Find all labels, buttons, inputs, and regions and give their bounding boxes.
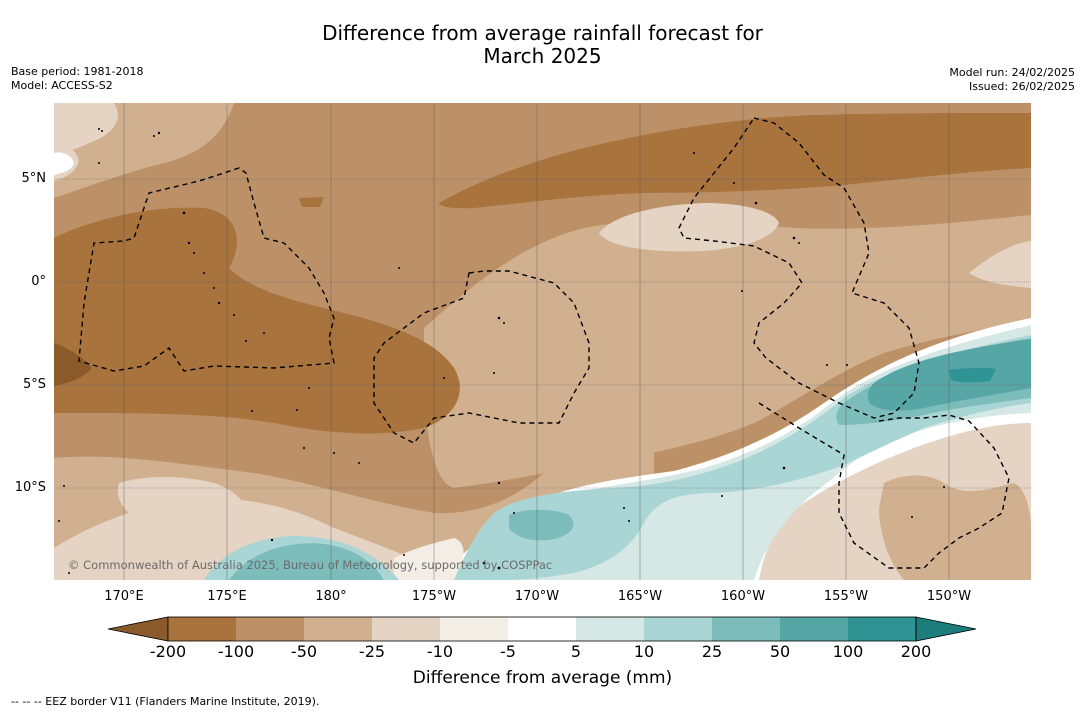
anomaly-band-dark-ne — [439, 113, 1031, 209]
lon-label-170w: 170°W — [514, 589, 560, 604]
graticule-lines — [54, 103, 1031, 580]
lat-label-10s: 10°S — [14, 480, 46, 495]
colorbar-swatch-neutral — [508, 617, 576, 641]
eez-border-tokelau — [373, 270, 590, 444]
colorbar-tick-label: -25 — [358, 642, 386, 661]
lon-label-175e: 175°E — [207, 589, 247, 604]
lon-label-155w: 155°W — [823, 589, 869, 604]
colorbar-swatch--10 — [440, 617, 508, 641]
colorbar-swatch-25 — [712, 617, 780, 641]
colorbar-tick-label: 25 — [701, 642, 723, 661]
colorbar-tick-label: 10 — [633, 642, 655, 661]
lat-label-0: 0° — [31, 274, 46, 289]
colorbar-tick-label: 5 — [570, 642, 582, 661]
lon-label-160w: 160°W — [720, 589, 766, 604]
anomaly-patch-teal-darkest — [949, 367, 996, 383]
colorbar-swatch-100 — [848, 617, 916, 641]
anomaly-band-dark-west — [54, 207, 460, 434]
anomaly-patch-teal-medium-south — [509, 509, 574, 541]
title-line-1: Difference from average rainfall forecas… — [322, 21, 763, 45]
colorbar-tick-label: 50 — [769, 642, 791, 661]
colorbar-swatch-10 — [644, 617, 712, 641]
anomaly-band-pale-south — [117, 477, 246, 534]
anomaly-patch-brown-se — [879, 475, 1031, 580]
island-outlines — [58, 128, 945, 574]
eez-border-kiribati-gilbert — [78, 167, 335, 372]
colorbar-tick-label: -100 — [217, 642, 255, 661]
colorbar-swatch--50 — [304, 617, 372, 641]
colorbar-swatch--100 — [236, 617, 304, 641]
copyright-text: © Commonwealth of Australia 2025, Bureau… — [68, 558, 552, 572]
colorbar-swatch--25 — [372, 617, 440, 641]
colorbar-extend-low — [107, 616, 169, 642]
lon-label-170e: 170°E — [104, 589, 144, 604]
anomaly-patch-pale-ne — [599, 203, 779, 252]
lon-label-175w: 175°W — [411, 589, 457, 604]
anomaly-band-light-central — [424, 215, 1031, 488]
lat-label-5n: 5°N — [21, 171, 47, 186]
eez-footnote: -- -- -- EEZ border V11 (Flanders Marine… — [11, 695, 320, 708]
colorbar-tick-label: -200 — [149, 642, 187, 661]
colorbar-swatch-50 — [780, 617, 848, 641]
anomaly-band-teal-dark — [867, 339, 1031, 411]
title-line-2: March 2025 — [483, 44, 602, 68]
lon-label-150w: 150°W — [926, 589, 972, 604]
anomaly-patch-white-west — [54, 152, 74, 175]
colorbar-title: Difference from average (mm) — [412, 668, 673, 688]
anomaly-band-pale-nw — [54, 103, 118, 158]
model-info: Base period: 1981-2018 Model: ACCESS-S2 — [11, 65, 143, 93]
map-title: Difference from average rainfall forecas… — [0, 22, 1085, 68]
model-name-text: Model: ACCESS-S2 — [11, 79, 113, 92]
colorbar-tick-label: 100 — [832, 642, 864, 661]
rainfall-anomaly-map: © Commonwealth of Australia 2025, Bureau… — [54, 103, 1031, 580]
lat-label-5s: 5°S — [22, 377, 46, 392]
lon-label-180: 180° — [315, 589, 347, 604]
anomaly-patch-dark-small — [299, 197, 324, 207]
colorbar-legend — [107, 615, 978, 643]
colorbar-tick-label: -50 — [290, 642, 318, 661]
eez-borders — [78, 117, 1010, 569]
colorbar-extend-high — [915, 616, 977, 642]
colorbar-swatch-5 — [576, 617, 644, 641]
colorbar-tick-label: -5 — [500, 642, 516, 661]
base-period-text: Base period: 1981-2018 — [11, 65, 144, 78]
anomaly-band-very-pale — [394, 538, 464, 580]
colorbar-tick-label: 200 — [900, 642, 932, 661]
anomaly-patch-teal-light-sw — [204, 535, 399, 580]
anomaly-patch-teal-medium-sw — [229, 543, 384, 580]
lon-label-165w: 165°W — [617, 589, 663, 604]
eez-border-cook-polynesia — [758, 402, 1010, 569]
model-run-text: Model run: 24/02/2025 — [949, 66, 1075, 79]
run-info: Model run: 24/02/2025 Issued: 26/02/2025 — [949, 66, 1075, 94]
anomaly-band-darkest-west — [54, 343, 92, 386]
issued-text: Issued: 26/02/2025 — [968, 80, 1075, 93]
colorbar-swatch--200 — [168, 617, 236, 641]
anomaly-patch-pale-east — [969, 241, 1031, 288]
colorbar-tick-label: -10 — [426, 642, 454, 661]
